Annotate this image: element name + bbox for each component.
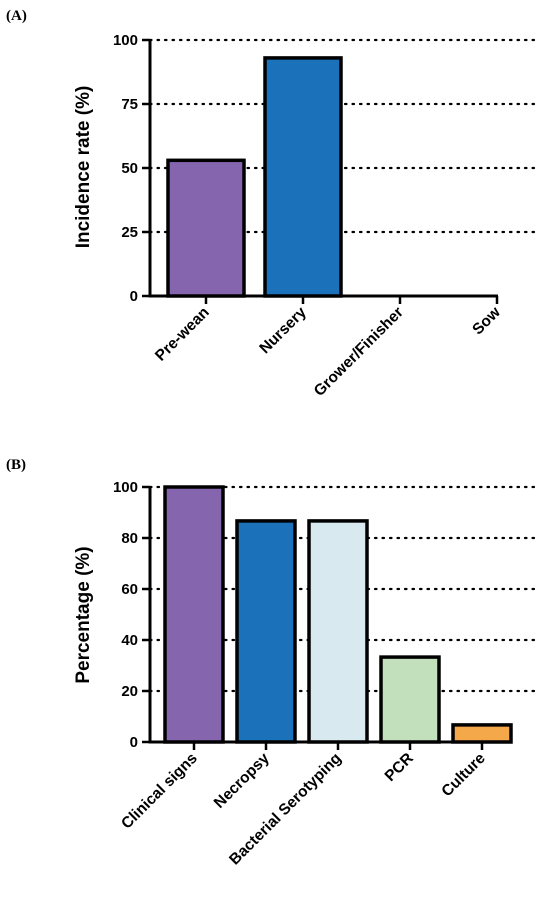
panel-b-bar [307,519,369,744]
panel-b-bar [163,485,225,744]
panel-a-bar [166,158,246,298]
panel-a-y-axis-title: Incidence rate (%) [73,86,94,249]
panel-a-category-label: Pre-wean [152,304,213,365]
panel-b-bar [451,723,513,744]
panel-b-y-tick-label: 80 [121,530,138,547]
panel-b-y-tick-label: 20 [121,683,138,700]
panel-b-bars [163,485,513,744]
panel-b-y-axis-title: Percentage (%) [73,546,94,683]
panel-a-y-tick-label: 100 [113,32,138,49]
panel-b-label: (B) [6,457,26,473]
panel-b-category-label: PCR [382,750,417,785]
panel-b-y-tick-label: 100 [113,479,138,496]
panel-a-category-label: Grower/Finisher [311,304,407,400]
panel-b-category-label: Necropsy [211,750,273,812]
panel-b-chart: (B) Percentage (%) 0 20 40 60 80 100 Clinical… [6,457,542,868]
panel-a-category-label: Nursery [256,304,310,358]
panel-a-y-tick-label: 25 [121,224,138,241]
panel-a-category-label: Sow [469,303,504,338]
panel-a-chart: (A) Incidence rate (%) 0 25 50 75 100 Pre-we… [6,8,542,400]
panel-b-y-tick-label: 60 [121,581,138,598]
panel-b-category-label: Culture [438,750,489,801]
panel-a-label: (A) [6,8,27,24]
panel-a-bars [166,56,343,298]
panel-b-category-label: Clinical signs [118,750,201,833]
panel-a-gridlines [148,38,542,234]
panel-a-y-tick-label: 50 [121,160,138,177]
panel-b-y-tick-label: 0 [130,734,138,751]
panel-b-y-tick-label: 40 [121,632,138,649]
panel-b-axes [148,486,498,744]
panel-a-y-tick-label: 75 [121,96,138,113]
panel-b-bar [235,519,297,744]
panel-b-bar [379,655,441,744]
panel-a-y-ticks: 0 25 50 75 100 [113,32,150,305]
panel-b-y-ticks: 0 20 40 60 80 100 [113,479,150,751]
panel-a-bar [263,56,343,298]
panel-a-x-ticks: Pre-wean Nursery Grower/Finisher Sow [152,296,504,400]
panel-a-y-tick-label: 0 [130,288,138,305]
